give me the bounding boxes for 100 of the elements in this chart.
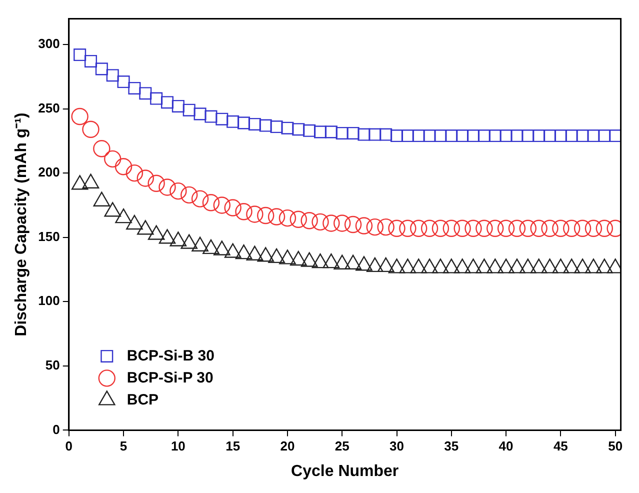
point	[148, 174, 165, 192]
y-tick-label: 200	[38, 164, 60, 180]
point	[303, 124, 316, 137]
point	[170, 232, 187, 246]
point	[224, 243, 242, 258]
point	[423, 130, 436, 142]
point	[456, 130, 469, 142]
point	[290, 250, 307, 266]
point	[257, 247, 274, 262]
point	[508, 220, 526, 237]
point	[532, 130, 546, 142]
point	[454, 258, 471, 274]
point	[237, 116, 250, 130]
point	[412, 130, 425, 142]
point	[216, 112, 228, 126]
point	[322, 214, 340, 232]
point	[380, 128, 392, 141]
point	[565, 130, 578, 142]
point	[324, 126, 338, 138]
point	[322, 253, 340, 268]
point	[226, 115, 240, 128]
x-tick-label: 10	[170, 438, 186, 454]
point	[248, 118, 261, 130]
point	[368, 128, 382, 141]
point	[150, 92, 163, 105]
y-tick-label: 50	[45, 357, 60, 372]
point	[82, 120, 100, 138]
point	[71, 108, 88, 126]
x-tick-label: 40	[498, 438, 514, 454]
point	[93, 140, 110, 158]
point	[160, 96, 174, 109]
point	[312, 213, 329, 231]
point	[519, 220, 537, 237]
point	[292, 123, 305, 136]
point	[574, 220, 592, 237]
point	[522, 130, 534, 142]
point	[95, 62, 108, 76]
point	[84, 54, 98, 68]
point	[554, 130, 567, 142]
point	[476, 258, 493, 274]
point	[194, 108, 206, 120]
point	[563, 258, 580, 274]
point	[115, 208, 132, 224]
point	[213, 196, 230, 214]
point	[399, 258, 416, 274]
point	[158, 229, 176, 244]
point	[421, 258, 438, 274]
point	[224, 199, 242, 216]
point	[202, 239, 220, 254]
point	[180, 186, 198, 204]
point	[434, 130, 447, 142]
point	[300, 212, 318, 230]
point	[117, 76, 130, 88]
point	[104, 202, 121, 217]
point	[520, 258, 536, 274]
point	[246, 206, 264, 223]
point	[576, 130, 589, 142]
point	[74, 48, 86, 62]
point	[114, 158, 132, 176]
point	[388, 220, 406, 237]
point	[574, 258, 591, 274]
point	[290, 210, 307, 228]
y-tick-label: 0	[52, 422, 60, 437]
point	[508, 258, 526, 274]
x-tick-label: 30	[390, 438, 404, 454]
point	[486, 258, 504, 274]
x-tick-label: 50	[608, 438, 623, 454]
point	[246, 246, 264, 260]
point	[106, 69, 119, 82]
point	[312, 253, 329, 268]
point	[202, 194, 220, 212]
point	[596, 220, 614, 237]
legend-label: BCP-Si-B 30	[126, 347, 214, 364]
legend-label: BCP-Si-P 30	[126, 369, 214, 386]
point	[410, 220, 428, 237]
point	[478, 130, 490, 142]
point	[563, 220, 580, 237]
point	[585, 258, 602, 274]
point	[180, 234, 198, 249]
point	[445, 130, 458, 142]
point	[486, 220, 504, 237]
point	[488, 130, 502, 142]
point	[432, 220, 450, 237]
point	[410, 258, 428, 274]
point	[541, 258, 558, 274]
y-tick-label: 300	[38, 36, 60, 52]
point	[314, 126, 327, 138]
x-tick-label: 15	[226, 438, 240, 454]
point	[257, 206, 274, 224]
point	[281, 122, 294, 134]
point	[442, 220, 460, 237]
point	[467, 130, 480, 142]
x-tick-label: 25	[334, 438, 350, 454]
point	[587, 130, 600, 142]
x-tick-label: 20	[280, 438, 295, 454]
point	[541, 220, 558, 237]
x-tick-label: 35	[444, 438, 459, 454]
point	[390, 130, 404, 142]
point	[204, 110, 218, 123]
point	[270, 120, 283, 134]
